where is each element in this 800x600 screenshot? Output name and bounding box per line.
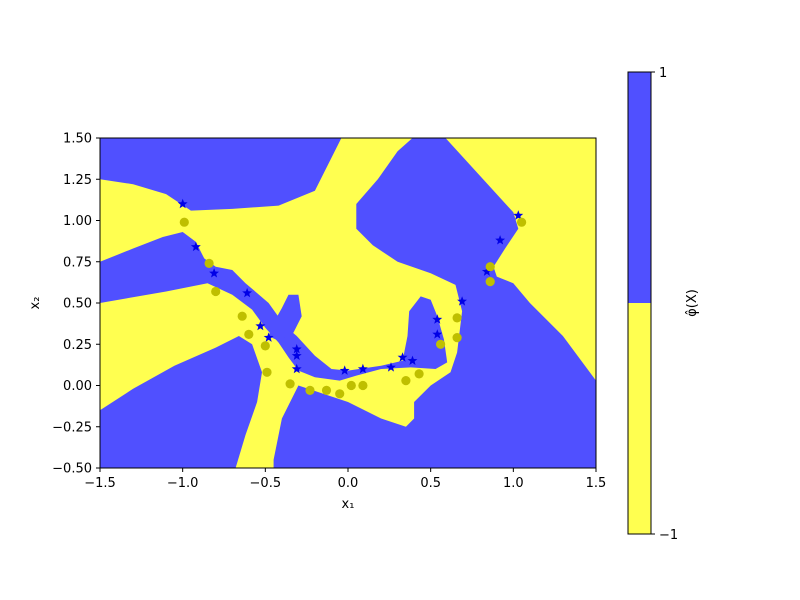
circle-marker-20 — [517, 217, 527, 227]
x-axis-ticks: −1.5 −1.0 −0.5 0.0 0.5 1.0 1.5 — [84, 468, 606, 491]
circle-marker-9 — [321, 385, 332, 395]
star-marker-11 — [386, 362, 396, 372]
star-marker-7 — [291, 350, 302, 360]
circle-marker-8 — [305, 385, 315, 395]
circle-marker-0 — [179, 217, 189, 227]
x-tick-label: 0.5 — [420, 476, 441, 491]
y-axis-label: x₂ — [28, 297, 43, 310]
circle-marker-7 — [285, 379, 295, 389]
circle-marker-15 — [436, 339, 446, 349]
x-tick-label: 1.5 — [586, 476, 607, 491]
star-marker-10 — [357, 363, 368, 374]
x-tick-label: −1.0 — [167, 476, 199, 491]
star-marker-13 — [407, 355, 418, 365]
star-marker-14 — [432, 314, 443, 324]
plot-area — [100, 138, 596, 468]
circle-marker-11 — [346, 380, 356, 391]
circle-marker-18 — [485, 262, 495, 272]
x-tick-label: 0.0 — [338, 476, 359, 491]
region-right-big — [273, 138, 596, 468]
y-tick-label: 0.25 — [63, 338, 92, 353]
y-tick-label: 0.75 — [63, 255, 92, 270]
colorbar-frame — [627, 71, 652, 535]
y-tick-label: −0.50 — [52, 462, 92, 477]
star-marker-15 — [432, 329, 443, 339]
star-marker-12 — [397, 352, 408, 362]
y-axis-ticks: −0.50 −0.25 0.00 0.25 0.50 0.75 1.00 1.25 1.50 — [52, 132, 100, 477]
star-marker-5 — [263, 332, 274, 342]
circle-marker-10 — [335, 389, 345, 399]
circle-marker-5 — [260, 341, 270, 351]
region-bottom-left — [100, 336, 262, 468]
circle-marker-19 — [485, 277, 495, 287]
y-tick-label: 0.50 — [63, 297, 92, 312]
decision-regions-positive — [100, 138, 596, 468]
star-marker-0 — [177, 198, 188, 209]
star-marker-16 — [457, 296, 467, 306]
star-marker-2 — [209, 268, 219, 278]
colorbar-min-label: −1 — [659, 528, 678, 543]
circle-marker-1 — [204, 258, 214, 268]
star-marker-4 — [255, 320, 266, 331]
colorbar-negative — [628, 303, 651, 534]
x-tick-label: −0.5 — [250, 476, 282, 491]
star-marker-6 — [291, 344, 302, 354]
colorbar-label: φ̂(X) — [685, 289, 700, 317]
y-tick-label: 1.50 — [63, 132, 92, 147]
star-marker-17 — [481, 266, 492, 276]
data-markers — [177, 198, 527, 399]
star-marker-9 — [339, 365, 350, 375]
x-tick-label: −1.5 — [84, 476, 116, 491]
circle-marker-16 — [452, 313, 462, 323]
y-tick-label: 1.25 — [63, 173, 92, 188]
circle-marker-3 — [237, 311, 247, 321]
colorbar: 1 −1 φ̂(X) — [627, 66, 700, 543]
region-left-band — [100, 232, 448, 381]
y-tick-label: 0.00 — [63, 379, 92, 394]
star-marker-3 — [242, 287, 253, 298]
circle-marker-6 — [262, 367, 272, 377]
star-marker-8 — [291, 363, 302, 374]
star-marker-18 — [495, 235, 506, 245]
y-tick-label: 1.00 — [63, 214, 92, 229]
x-tick-label: 1.0 — [503, 476, 524, 491]
circle-marker-17 — [452, 333, 462, 343]
circle-marker-14 — [414, 369, 424, 379]
star-marker-1 — [190, 241, 201, 252]
circle-marker-2 — [211, 286, 221, 297]
y-tick-label: −0.25 — [52, 420, 92, 435]
region-blob — [268, 294, 302, 341]
circle-marker-12 — [358, 380, 368, 391]
circle-marker-13 — [401, 376, 411, 386]
colorbar-positive — [628, 72, 651, 303]
star-marker-19 — [513, 210, 524, 220]
x-axis-label: x₁ — [342, 497, 355, 512]
region-top-left — [100, 138, 342, 211]
circle-marker-4 — [244, 329, 254, 339]
colorbar-max-label: 1 — [659, 66, 667, 81]
